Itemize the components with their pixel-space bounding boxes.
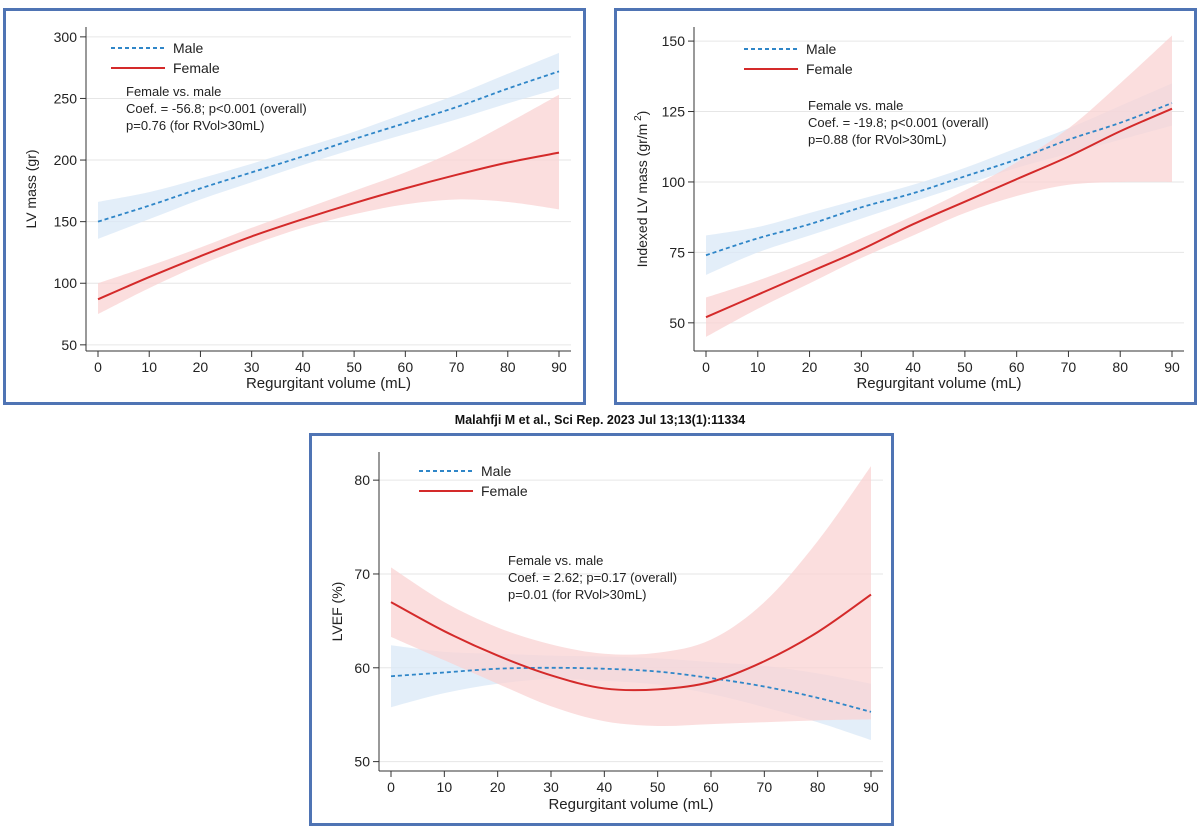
y-axis-label: LV mass (gr) (23, 149, 39, 228)
y-axis-label: Indexed LV mass (gr/m 2) (633, 111, 650, 268)
ci-band-male (98, 52, 559, 239)
y-axis-label-text: LV mass (gr) (23, 149, 39, 228)
legend-label-female: Female (481, 483, 528, 499)
x-axis-label: Regurgitant volume (mL) (548, 796, 713, 813)
chart-panel-lvef: 50 60 70 80 0 10 20 30 40 50 60 70 80 90 Male Female Fem… (309, 433, 894, 826)
y-tick-label: 60 (354, 660, 370, 676)
legend-label-female: Female (806, 61, 853, 77)
ci-band-male (706, 83, 1172, 275)
x-tick-label: 60 (398, 359, 414, 375)
ci-band-female (98, 94, 559, 315)
series-line-female (390, 593, 872, 692)
series-line-male (97, 70, 560, 223)
x-tick-label: 80 (1112, 359, 1128, 375)
series-line-female (705, 107, 1173, 319)
annotation-line: Female vs. male (126, 84, 221, 99)
annotation-line: p=0.76 (for RVol>30mL) (126, 118, 265, 133)
series-line-female (97, 151, 560, 301)
x-tick-label: 0 (94, 359, 102, 375)
y-tick-label: 200 (54, 152, 78, 168)
x-tick-label: 0 (702, 359, 710, 375)
x-tick-label: 70 (757, 779, 773, 795)
annotation-line: Female vs. male (508, 553, 603, 568)
chart-indexed-lv-mass: 50 75 100 125 150 0 10 20 30 40 50 60 70 80 90 Male Fema… (633, 27, 1184, 392)
x-tick-label: 10 (141, 359, 157, 375)
x-tick-label: 80 (810, 779, 826, 795)
x-axis-label: Regurgitant volume (mL) (246, 375, 411, 392)
x-tick-label: 20 (490, 779, 506, 795)
y-tick-label: 125 (662, 104, 686, 120)
y-tick-label: 50 (61, 337, 77, 353)
y-tick-label: 100 (54, 275, 78, 291)
x-tick-label: 50 (346, 359, 362, 375)
y-tick-label: 50 (669, 315, 685, 331)
annotation-line: Coef. = 2.62; p=0.17 (overall) (508, 570, 677, 585)
y-tick-label: 250 (54, 90, 78, 106)
x-tick-label: 90 (551, 359, 567, 375)
y-axis-label-superscript: 2 (633, 115, 644, 124)
y-tick-label: 75 (669, 244, 685, 260)
y-tick-label: 100 (662, 174, 686, 190)
x-tick-label: 90 (863, 779, 879, 795)
chart-lvef: 50 60 70 80 0 10 20 30 40 50 60 70 80 90 Male Female Fem… (329, 452, 883, 813)
x-tick-label: 70 (1061, 359, 1077, 375)
x-tick-label: 10 (437, 779, 453, 795)
legend-label-male: Male (806, 41, 837, 57)
x-tick-label: 90 (1164, 359, 1180, 375)
series-line-male (390, 666, 872, 713)
x-tick-label: 30 (244, 359, 260, 375)
y-tick-label: 300 (54, 29, 78, 45)
y-axis-label-text: LVEF (%) (329, 582, 345, 642)
x-tick-label: 20 (193, 359, 209, 375)
chart-panel-lv-mass: 50 100 150 200 250 300 0 10 20 30 40 50 60 70 80 90 Male… (3, 8, 586, 405)
ci-band-female (706, 35, 1172, 337)
x-tick-label: 50 (650, 779, 666, 795)
x-tick-label: 50 (957, 359, 973, 375)
annotation-line: p=0.01 (for RVol>30mL) (508, 587, 647, 602)
legend-label-female: Female (173, 60, 220, 76)
chart-lv-mass: 50 100 150 200 250 300 0 10 20 30 40 50 60 70 80 90 Male… (23, 27, 571, 392)
y-tick-label: 70 (354, 566, 370, 582)
y-tick-label: 150 (54, 214, 78, 230)
annotation-line: p=0.88 (for RVol>30mL) (808, 132, 947, 147)
y-tick-label: 80 (354, 472, 370, 488)
x-tick-label: 30 (543, 779, 559, 795)
series-line-male (705, 102, 1173, 257)
y-tick-label: 50 (354, 754, 370, 770)
y-axis-label-text: Indexed LV mass (gr/m (634, 124, 650, 268)
x-tick-label: 40 (295, 359, 311, 375)
x-tick-label: 60 (1009, 359, 1025, 375)
x-tick-label: 60 (703, 779, 719, 795)
annotation-line: Coef. = -56.8; p<0.001 (overall) (126, 101, 307, 116)
legend-label-male: Male (481, 463, 512, 479)
x-tick-label: 10 (750, 359, 766, 375)
y-axis-label-close: ) (634, 111, 650, 116)
x-tick-label: 40 (597, 779, 613, 795)
x-tick-label: 0 (387, 779, 395, 795)
x-tick-label: 80 (500, 359, 516, 375)
x-tick-label: 40 (905, 359, 921, 375)
y-tick-label: 150 (662, 33, 686, 49)
chart-panel-indexed-lv-mass: 50 75 100 125 150 0 10 20 30 40 50 60 70 80 90 Male Fema… (614, 8, 1197, 405)
citation-caption: Malahfji M et al., Sci Rep. 2023 Jul 13;… (454, 413, 746, 427)
x-axis-label: Regurgitant volume (mL) (856, 375, 1021, 392)
y-axis-label: LVEF (%) (329, 582, 345, 642)
annotation-line: Coef. = -19.8; p<0.001 (overall) (808, 115, 989, 130)
x-tick-label: 30 (854, 359, 870, 375)
legend-label-male: Male (173, 40, 204, 56)
annotation-line: Female vs. male (808, 98, 903, 113)
x-tick-label: 20 (802, 359, 818, 375)
x-tick-label: 70 (449, 359, 465, 375)
